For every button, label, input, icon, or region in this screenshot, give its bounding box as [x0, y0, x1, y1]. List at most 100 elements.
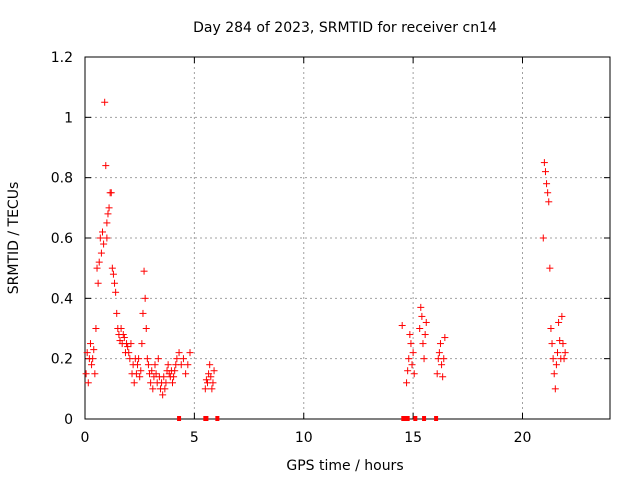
data-point	[555, 318, 563, 326]
data-point	[179, 355, 187, 363]
data-point	[438, 361, 446, 369]
data-point	[206, 361, 214, 369]
data-point	[440, 355, 448, 363]
data-point	[105, 204, 113, 212]
data-point	[441, 334, 449, 342]
y-tick-label: 1.2	[51, 50, 73, 66]
data-point	[549, 355, 557, 363]
data-point	[406, 331, 414, 339]
data-point	[421, 331, 429, 339]
data-point	[398, 321, 406, 329]
data-point	[175, 349, 183, 357]
data-point	[545, 198, 553, 206]
data-point	[103, 219, 111, 227]
data-point	[149, 385, 157, 393]
data-point	[207, 373, 215, 381]
data-point	[558, 312, 566, 320]
data-point	[84, 379, 92, 387]
data-point	[143, 355, 151, 363]
data-point	[89, 355, 97, 363]
data-point	[103, 234, 111, 242]
data-point	[164, 361, 172, 369]
data-point	[104, 210, 112, 218]
data-point	[101, 98, 109, 106]
data-point	[82, 370, 90, 378]
data-point	[94, 279, 102, 287]
data-point	[140, 267, 148, 275]
data-point	[422, 318, 430, 326]
data-point	[547, 325, 555, 332]
data-point	[139, 309, 147, 317]
data-point	[170, 373, 178, 381]
data-point	[99, 228, 106, 236]
data-point	[418, 312, 426, 320]
data-points	[82, 98, 569, 421]
data-point	[209, 379, 217, 387]
data-point	[410, 370, 418, 378]
x-tick-label: 0	[81, 430, 90, 446]
x-tick-label: 15	[404, 430, 422, 446]
data-point	[403, 379, 411, 387]
data-point	[436, 340, 444, 348]
data-point	[152, 370, 160, 378]
data-point	[560, 355, 568, 363]
data-point	[96, 234, 104, 242]
grid-layer	[85, 57, 610, 419]
data-point	[135, 355, 143, 363]
y-tick-label: 0.8	[51, 171, 73, 187]
data-point	[541, 168, 549, 176]
data-point	[540, 159, 548, 167]
data-point	[111, 279, 119, 287]
data-point	[83, 349, 91, 357]
data-point	[169, 379, 176, 387]
y-tick-label: 0.6	[51, 231, 73, 247]
data-point	[202, 376, 210, 384]
data-point	[86, 340, 94, 348]
data-point	[548, 340, 556, 348]
data-point	[404, 367, 412, 375]
y-tick-label: 0.2	[51, 352, 73, 368]
data-point	[161, 385, 169, 393]
data-point	[130, 379, 138, 387]
zero-value-point	[215, 416, 220, 421]
data-point	[88, 361, 96, 369]
data-point	[184, 361, 192, 369]
data-point	[554, 349, 561, 357]
data-point	[409, 349, 417, 357]
data-point	[162, 379, 170, 387]
data-point	[210, 367, 218, 375]
data-point	[405, 355, 413, 363]
data-point	[132, 370, 140, 378]
data-point	[417, 303, 425, 311]
data-point	[543, 180, 551, 188]
data-point	[112, 288, 120, 296]
x-tick-label: 10	[295, 430, 313, 446]
data-point	[138, 340, 146, 348]
data-point	[109, 270, 117, 278]
data-point	[407, 340, 415, 348]
data-point	[539, 234, 547, 242]
y-tick-label: 0	[64, 412, 73, 428]
data-point	[117, 325, 125, 332]
data-point	[435, 349, 443, 357]
data-point	[120, 334, 128, 342]
chart-title: Day 284 of 2023, SRMTID for receiver cn1…	[193, 20, 497, 36]
data-point	[148, 367, 156, 375]
data-point	[171, 367, 179, 375]
data-point	[142, 325, 150, 332]
zero-value-point	[403, 416, 408, 421]
data-point	[208, 385, 216, 393]
data-point	[95, 258, 103, 266]
x-axis-label: GPS time / hours	[286, 458, 403, 474]
data-point	[127, 340, 135, 348]
data-point	[182, 370, 190, 378]
data-point	[90, 346, 98, 354]
data-point	[416, 325, 424, 332]
data-point	[119, 331, 127, 339]
data-point	[186, 349, 194, 357]
data-point	[124, 343, 132, 351]
data-point	[201, 385, 209, 393]
x-tick-label: 5	[190, 430, 199, 446]
data-point	[93, 264, 101, 272]
